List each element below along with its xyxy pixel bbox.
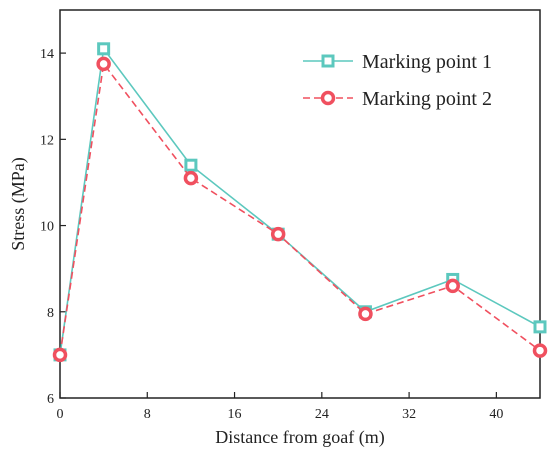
- y-tick-label: 8: [47, 306, 54, 321]
- legend-label-2: Marking point 2: [362, 88, 492, 110]
- plot-frame: [59, 9, 541, 399]
- series-layer: [52, 42, 548, 363]
- legend-marker-1: [321, 54, 335, 68]
- y-tick-label: 6: [47, 392, 54, 407]
- y-tick-label: 10: [40, 220, 54, 235]
- series-1-point: [533, 320, 547, 334]
- x-tick-label: 24: [315, 407, 329, 422]
- series-2-point: [183, 170, 199, 186]
- x-axis: 0 8 16 24 32 40: [57, 392, 503, 422]
- x-tick-label: 0: [57, 407, 64, 422]
- series-2-point: [52, 347, 68, 363]
- x-tick-label: 8: [144, 407, 151, 422]
- series-2-point: [270, 226, 286, 242]
- legend: Marking point 1 Marking point 2: [303, 51, 492, 110]
- series-2-point: [358, 306, 373, 322]
- series-2-point: [532, 343, 548, 358]
- y-tick-label: 14: [40, 47, 54, 62]
- y-tick-label: 12: [40, 133, 54, 148]
- x-tick-label: 40: [489, 407, 503, 422]
- x-axis-title: Distance from goaf (m): [215, 427, 384, 448]
- y-axis: 6 8 10 12 14: [40, 47, 66, 407]
- series-2: [52, 56, 548, 363]
- series-2-point: [445, 278, 460, 294]
- series-2-point: [96, 56, 111, 72]
- x-tick-label: 16: [228, 407, 242, 422]
- series-1-point: [97, 42, 111, 56]
- y-axis-title: Stress (MPa): [8, 157, 29, 251]
- x-tick-label: 32: [402, 407, 416, 422]
- series-1-point: [184, 158, 198, 172]
- legend-label-1: Marking point 1: [362, 51, 492, 73]
- legend-marker-2: [320, 90, 336, 106]
